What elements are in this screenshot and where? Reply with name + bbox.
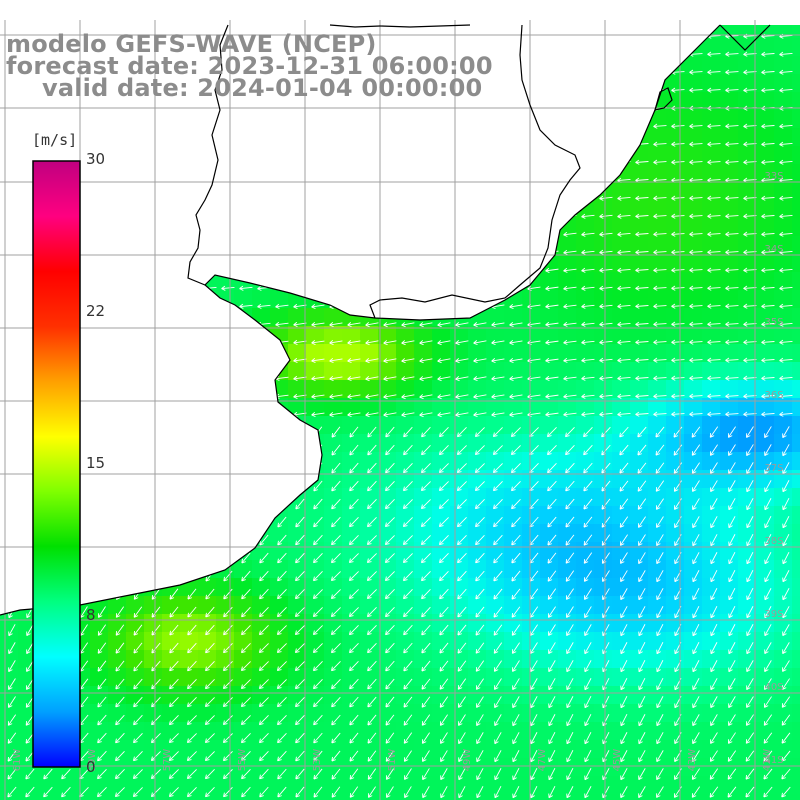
colorbar-tick-0: 0 xyxy=(86,758,96,776)
lat-label-40S: 40S xyxy=(764,682,783,693)
colorbar-tick-30: 30 xyxy=(86,150,106,168)
lat-label-41S: 41S xyxy=(764,755,783,766)
lon-label-49W: 49W xyxy=(462,749,473,772)
colorbar-tick-22: 22 xyxy=(86,302,106,320)
lon-label-45W: 45W xyxy=(612,749,623,772)
lon-label-51W: 51W xyxy=(387,749,398,772)
lon-label-47W: 47W xyxy=(537,749,548,772)
lat-label-34S: 34S xyxy=(764,244,783,255)
colorbar-tick-8: 8 xyxy=(86,606,96,624)
lon-label-53W: 53W xyxy=(312,749,323,772)
colorbar xyxy=(32,160,81,768)
latitude-labels: 33S 34S 35S 36S 37S 38S 39S 40S 41S xyxy=(764,171,783,766)
title-valid-date: valid date: 2024-01-04 00:00:00 xyxy=(42,74,483,102)
longitude-labels: 61W 59W 57W 55W 53W 51W 49W 47W 45W 43W 41W xyxy=(12,749,773,772)
colorbar-tick-15: 15 xyxy=(86,454,106,472)
lon-label-43W: 43W xyxy=(687,749,698,772)
lat-label-39S: 39S xyxy=(764,609,783,620)
lon-label-41W: 41W xyxy=(762,749,773,772)
title-forecast-date: forecast date: 2023-12-31 06:00:00 xyxy=(6,52,493,80)
lon-label-61W: 61W xyxy=(12,749,23,772)
lat-label-38S: 38S xyxy=(764,536,783,547)
title-model: modelo GEFS-WAVE (NCEP) xyxy=(6,30,377,58)
lon-label-59W: 59W xyxy=(87,749,98,772)
coastline xyxy=(0,24,771,616)
lon-label-57W: 57W xyxy=(162,749,173,772)
colorbar-unit: [m/s] xyxy=(32,131,78,149)
lon-label-55W: 55W xyxy=(237,749,248,772)
lat-label-36S: 36S xyxy=(764,390,783,401)
lat-label-35S: 35S xyxy=(764,317,783,328)
lat-label-37S: 37S xyxy=(764,463,783,474)
lat-lon-grid xyxy=(0,20,800,800)
lat-label-33S: 33S xyxy=(764,171,783,182)
